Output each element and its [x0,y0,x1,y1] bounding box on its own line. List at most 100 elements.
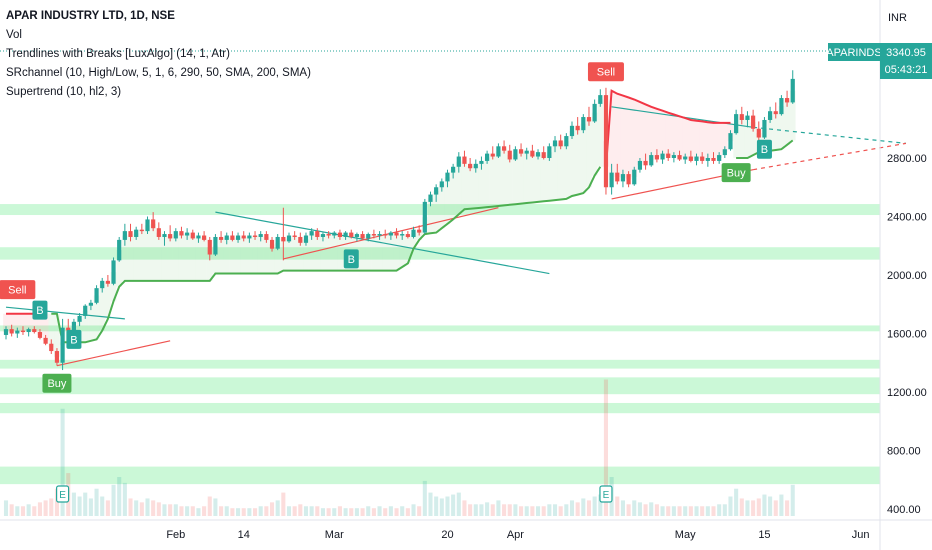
candle-body [202,235,207,240]
volume-bar [598,494,603,516]
candle-body [400,234,405,236]
supertrend-fill [676,116,683,158]
volume-bar [541,506,546,516]
volume-bar [326,508,331,516]
supertrend-fill [20,313,26,332]
supertrend-fill [144,225,151,281]
candle-body [768,111,773,120]
supertrend-fill [382,234,389,271]
signal-sell-label [0,280,36,300]
candle-body [105,280,110,284]
candle-body [218,236,224,240]
volume-bar [190,506,195,516]
candle-body [666,153,671,158]
y-tick-label: 1600.00 [887,329,927,341]
volume-bar [105,500,110,516]
candle-body [224,235,229,240]
volume-bar [626,504,631,516]
volume-bar [694,506,699,516]
y-tick-label: 2400.00 [887,212,927,224]
candle-body [581,117,586,131]
volume-bar [32,506,37,516]
candle-body [326,234,331,236]
candle-body [485,153,490,161]
volume-bar [337,506,342,516]
volume-bar [122,482,127,516]
candle-body [207,239,212,255]
supertrend-fill [376,234,383,271]
signal-b-label [66,329,82,349]
sr-zone [0,325,880,332]
supertrend-fill [291,236,298,271]
candle-body [762,119,767,138]
sr-zones [0,204,880,485]
volume-bar [315,506,320,516]
legend-supertrend[interactable]: Supertrend (10, hl2, 3) [6,86,122,98]
supertrend-fill [167,236,173,281]
volume-bar [581,498,586,516]
volume-bar [785,500,790,516]
candle-body [139,229,144,232]
volume-bar [428,492,433,516]
candle-body [349,232,354,237]
volume-bar [728,496,733,516]
supertrend-fill [3,313,9,333]
y-tick-label: 2000.00 [887,270,927,282]
candle-body [507,150,512,160]
candle-body [156,228,161,237]
volume-bar [558,506,563,516]
supertrend-fill [110,272,117,302]
supertrend-fill [654,108,660,158]
candle-body [185,232,190,236]
supertrend-fill [501,148,507,206]
candle-body [377,234,382,236]
legend-vol[interactable]: Vol [6,29,22,41]
legend-trendlines[interactable]: Trendlines with Breaks [LuxAlgo] (14, 1,… [6,48,230,60]
supertrend-fill [235,237,241,274]
supertrend-fill [161,235,168,281]
candle-body [315,231,320,237]
candle-body [773,111,778,115]
supertrend-segment [51,166,602,344]
supertrend-fill [721,122,728,153]
supertrend-fill [105,282,111,319]
legend-srchannel[interactable]: SRchannel (10, High/Low, 5, 1, 6, 290, 5… [6,67,311,79]
volume-bar [445,496,450,516]
supertrend-fill [48,313,55,348]
volume-bar [790,484,795,516]
supertrend-fill [405,235,411,264]
supertrend-fill [631,99,638,178]
supertrend-fill [331,234,338,271]
candle-body [637,160,643,170]
volume-bar [564,504,569,516]
candle-body [654,155,659,160]
volume-bar [620,500,625,516]
volume-bar [592,496,597,516]
signal-buy-label [42,373,72,393]
volume-bar [547,504,552,516]
supertrend-fill [744,117,751,158]
supertrend-fill [155,232,162,281]
x-tick-label: Apr [507,529,524,541]
volume-bar [756,498,761,516]
volume-bar [745,500,750,516]
volume-bar [349,508,354,516]
supertrend-fill [750,122,756,156]
supertrend-fill [246,236,253,274]
candle-body [518,149,524,154]
candle-body [264,234,269,240]
volume-bar [275,500,280,516]
supertrend-fill [223,237,230,274]
candle-body [643,160,648,166]
volume-bar [779,494,784,516]
bar-countdown: 05:43:21 [885,64,928,76]
supertrend-fill [116,250,123,287]
supertrend-fill [597,99,604,167]
volume-bar [711,506,716,516]
volume-bar [524,506,529,516]
candle-body [60,327,65,363]
candle-body [728,133,733,150]
candle-body [145,219,150,232]
supertrend-fill [178,233,185,281]
